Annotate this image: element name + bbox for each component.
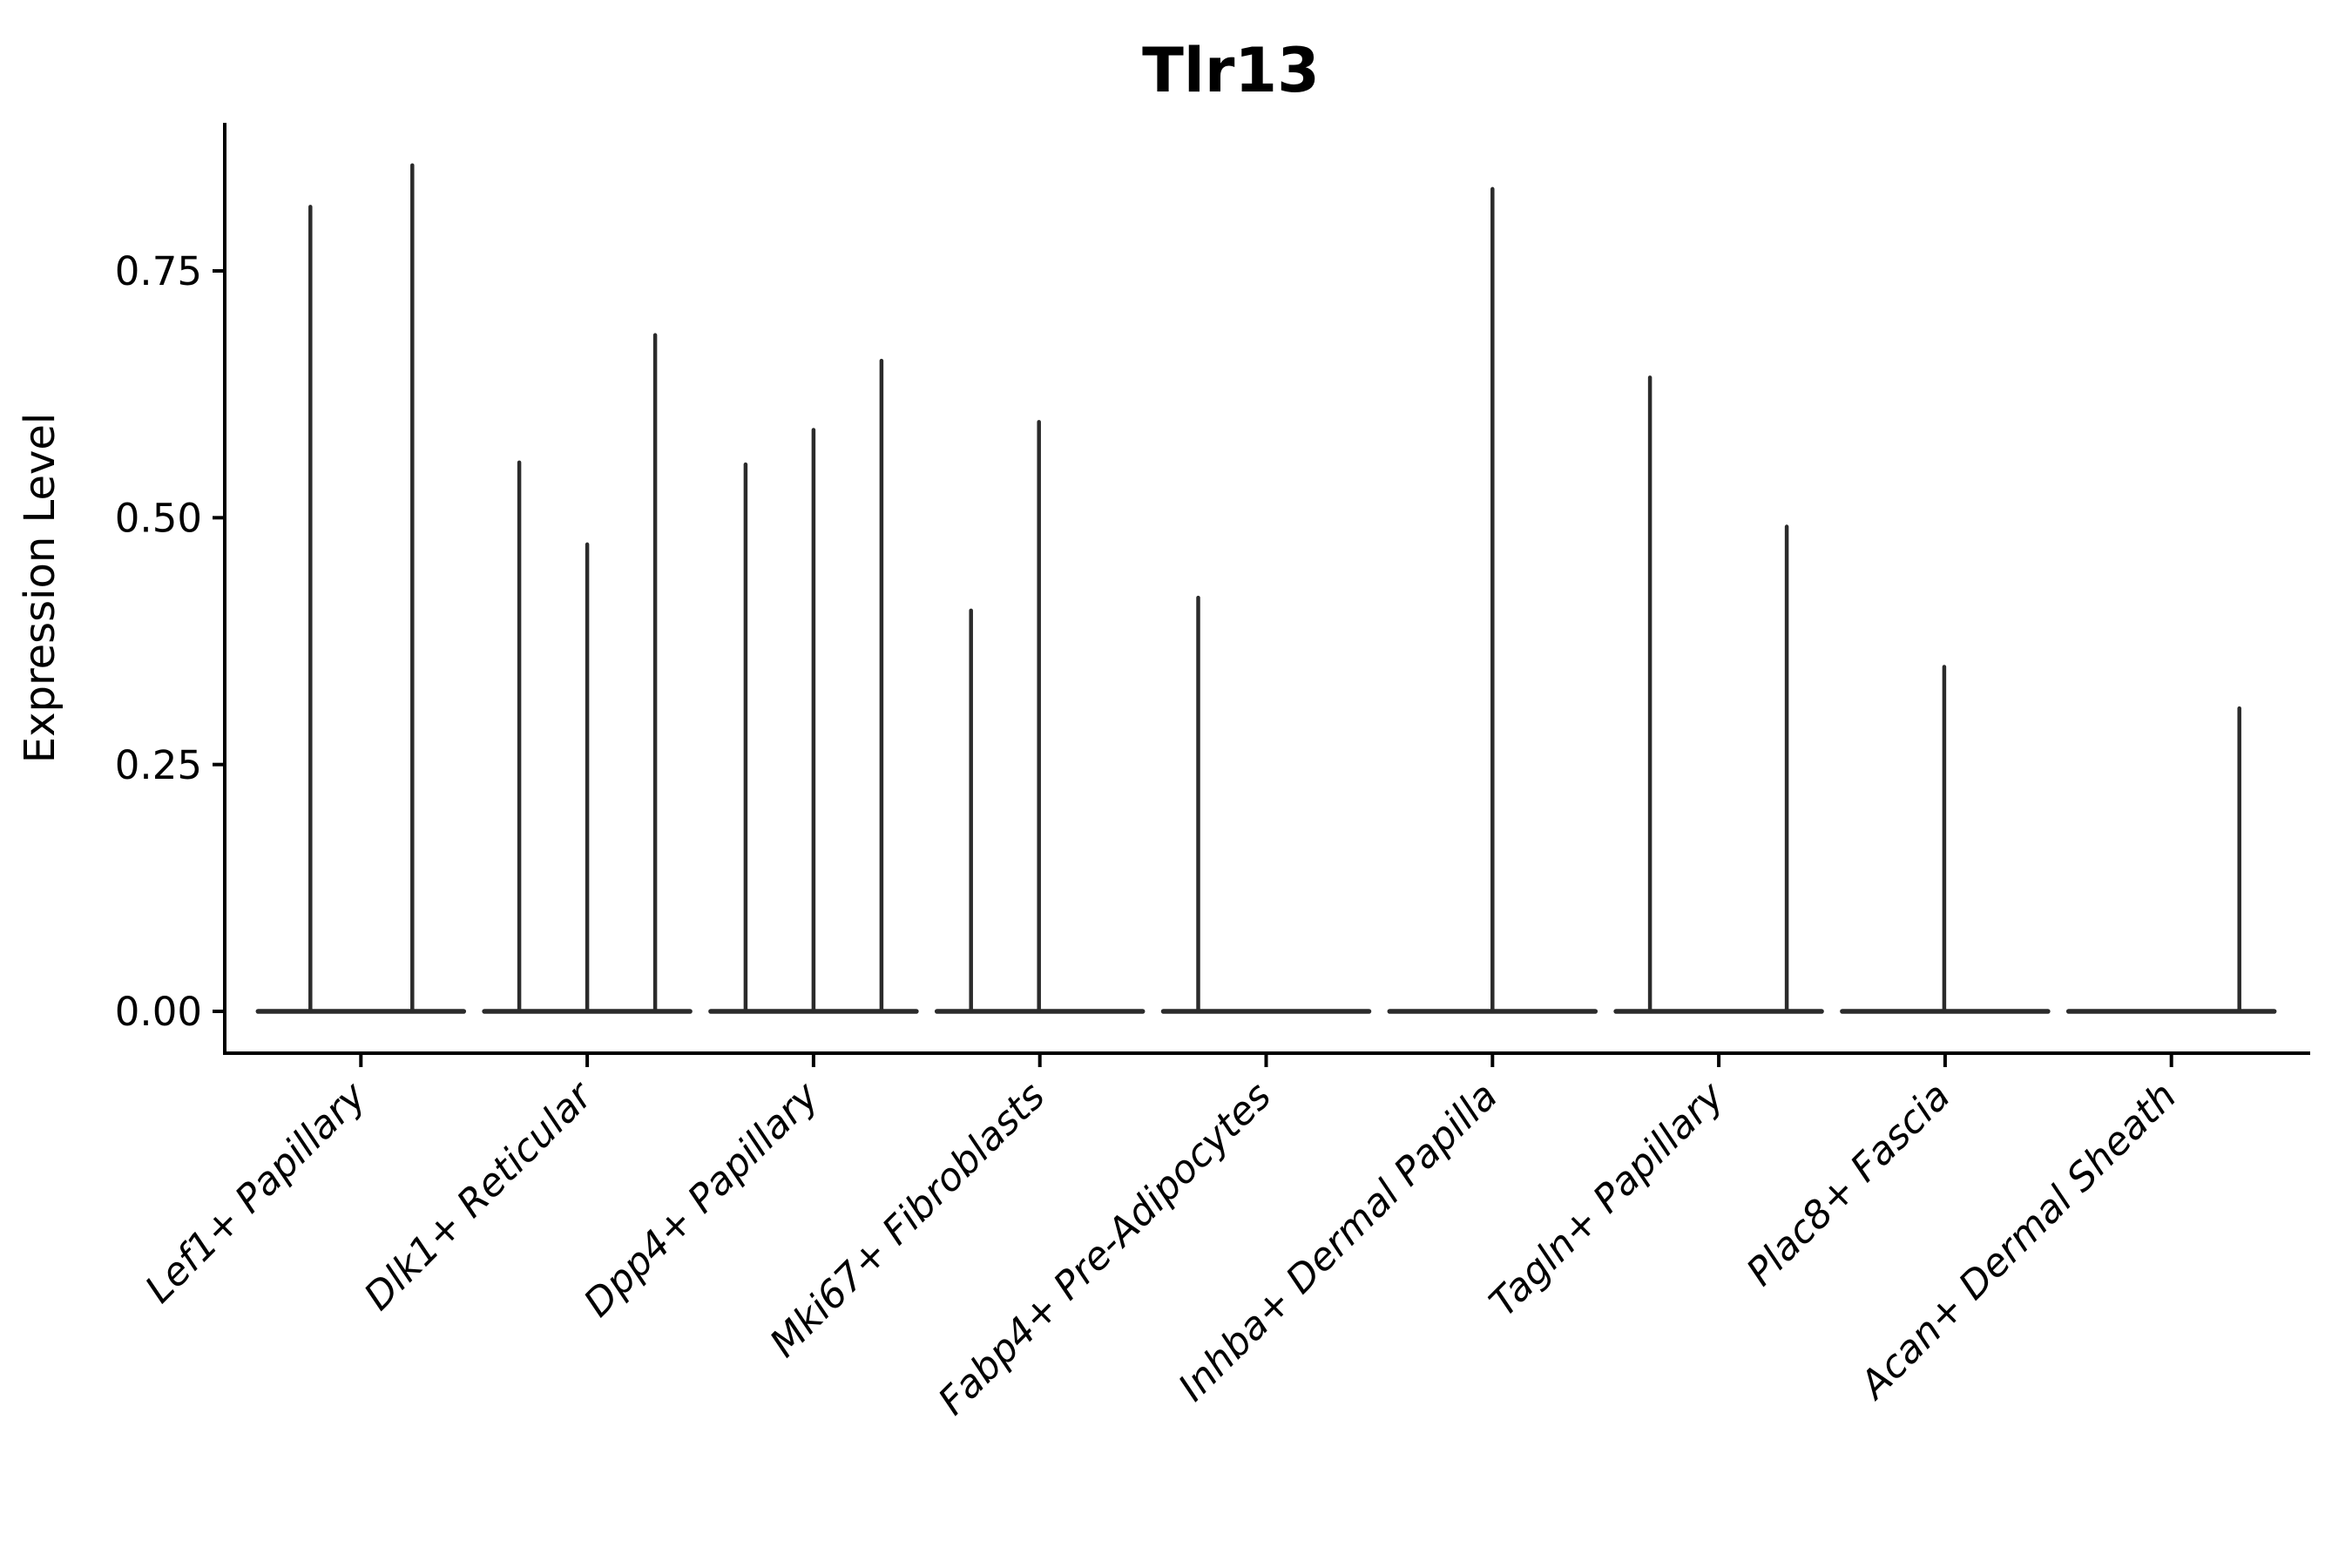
y-tick-label: 0.00 [115,989,202,1035]
y-axis-label: Expression Level [16,413,64,764]
x-tick-label: Tagln+ Papillary [1481,1073,1733,1325]
x-tick-label: Dlk1+ Reticular [356,1072,603,1319]
y-tick-label: 0.75 [115,248,202,294]
x-tick-label: Dpp4+ Papillary [576,1073,828,1326]
chart-title: Tlr13 [1142,35,1320,106]
y-tick-label: 0.50 [115,496,202,542]
y-tick-label: 0.25 [115,742,202,788]
x-tick-label: Lef1+ Papillary [137,1073,375,1312]
x-tick-label: Plac8+ Fascia [1738,1074,1958,1294]
violins-layer [255,163,2277,1014]
